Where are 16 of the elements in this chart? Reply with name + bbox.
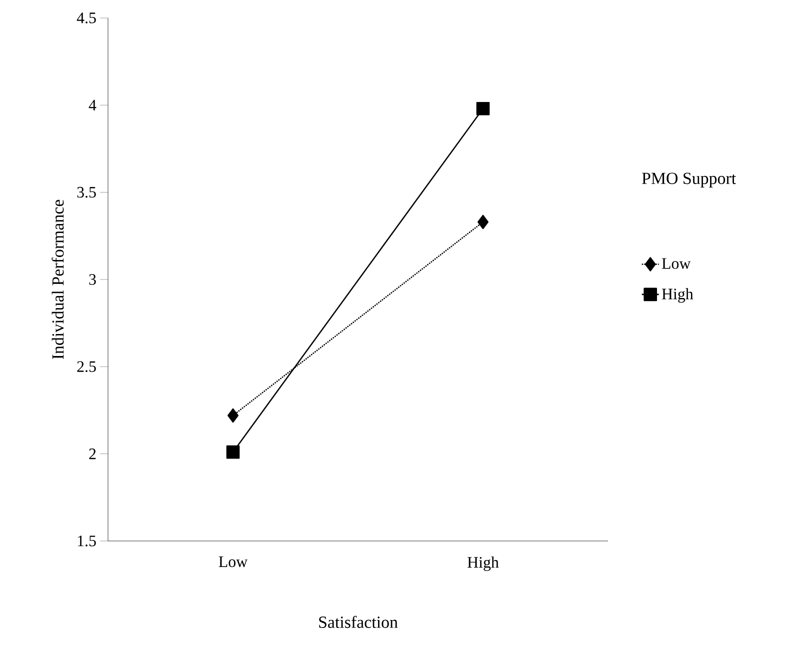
point — [476, 102, 490, 116]
x-axis-title: Satisfaction — [319, 616, 398, 628]
y-axis-title: Individual Performance — [52, 200, 64, 360]
y-tick-label: 2 — [89, 448, 96, 460]
legend-label: Low — [662, 258, 691, 269]
y-tick-label: 2.5 — [77, 361, 96, 372]
y-tick-label: 3 — [89, 274, 96, 285]
y-tick-label: 1.5 — [78, 536, 96, 546]
y-tick-label: 4.5 — [76, 12, 96, 24]
legend-title: PMO Support — [642, 172, 736, 188]
y-tick-label: 4 — [88, 100, 96, 110]
legend-label: High — [662, 288, 694, 303]
y-tick-label: 3.5 — [77, 186, 96, 198]
point — [226, 445, 240, 459]
point — [477, 214, 489, 230]
point — [227, 408, 239, 423]
